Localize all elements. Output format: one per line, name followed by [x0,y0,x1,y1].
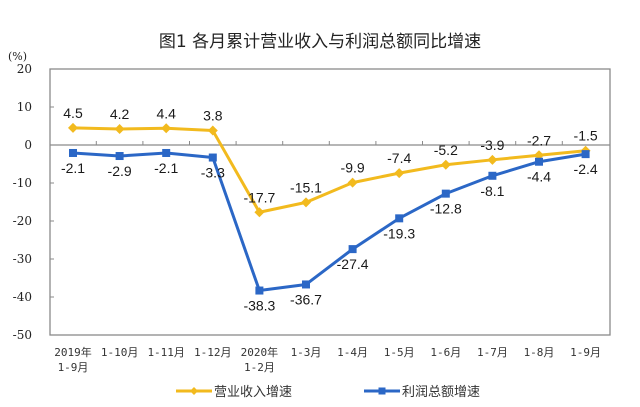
legend-square-icon [378,387,386,395]
data-label: 4.4 [156,105,176,121]
x-tick-label: 1-6月 [430,346,461,359]
y-tick-label: -10 [13,176,32,190]
data-label: -3.3 [201,165,225,181]
diamond-marker [161,123,172,134]
x-tick-label: 1-10月 [101,346,139,359]
data-label: -9.9 [341,160,365,176]
diamond-marker [207,125,218,136]
x-tick-label: 1-8月 [524,346,555,359]
x-axis: 2019年 1-9月 1-10月 1-11月 1-12月 2020年 1-2月 1-3月 1-4… [50,141,610,374]
square-marker [535,157,543,166]
square-marker [302,280,310,289]
chart-title: 图1 各月累计营业收入与利润总额同比增速 [159,32,481,52]
x-tick-label: 1-3月 [291,346,322,359]
diamond-marker [114,124,125,135]
square-marker [395,214,404,223]
data-label: 4.5 [63,105,83,121]
square-marker [162,148,171,157]
data-label: -8.1 [480,183,504,199]
data-label: -1.5 [574,128,598,144]
x-tick-label: 1-12月 [194,346,232,359]
data-label: 3.8 [203,108,223,124]
data-label: -7.4 [387,150,411,166]
data-label: -2.9 [108,163,132,179]
legend-label: 利润总额增速 [402,385,480,400]
square-marker [441,189,450,198]
legend-label: 营业收入增速 [214,385,292,400]
data-label: -38.3 [243,298,275,314]
plot-frame [49,68,611,336]
square-marker [581,150,590,159]
x-tick-label: 1-5月 [384,346,415,359]
diamond-marker [254,207,265,218]
x-tick-label: 1-9月 [58,361,89,374]
y-tick-label: -20 [13,214,32,228]
diamond-marker [440,159,451,170]
data-label: -17.7 [243,189,275,205]
data-label: -5.2 [434,142,458,158]
data-label: 4.2 [110,106,130,122]
data-label: -4.4 [527,169,551,185]
data-label: -27.4 [337,256,369,272]
square-marker [255,286,264,295]
y-tick-label: 20 [17,62,32,76]
data-label: -2.4 [574,161,598,177]
x-tick-label: 2020年 [241,345,279,359]
y-axis-unit: (%) [8,50,27,63]
square-marker [348,245,357,254]
data-label: -2.1 [61,160,85,176]
data-labels: 4.5 4.2 4.4 3.8 -17.7 -15.1 -9.9 -7.4 -5.2 -3.9 -2… [61,105,598,314]
x-tick-label: 1-4月 [337,346,368,359]
legend-item-profit: 利润总额增速 [364,385,480,400]
data-label: -2.7 [527,132,551,148]
diamond-marker [301,197,311,208]
profit-growth-series [69,148,590,295]
y-tick-label: 0 [24,138,32,152]
y-tick-label: -30 [13,252,32,266]
square-marker [115,152,124,161]
legend-diamond-icon [190,387,198,395]
x-tick-label: 1-11月 [147,346,185,359]
x-tick-label: 2019年 [54,345,92,359]
square-marker [69,148,77,157]
plot-border [49,68,611,336]
data-label: -19.3 [383,225,415,241]
y-axis: 20 10 0 -10 -20 -30 -40 -50 [13,62,54,342]
series-layer [68,122,591,295]
data-label: -15.1 [290,179,322,195]
data-label: -12.8 [430,201,462,217]
square-marker [488,171,497,180]
diamond-marker [394,168,405,179]
x-tick-label: 1-2月 [244,361,275,374]
diamond-marker [68,122,78,133]
x-tick-label: 1-9月 [570,346,601,359]
x-tick-label: 1-7月 [477,346,508,359]
y-tick-label: 10 [17,100,32,114]
data-label: -2.1 [154,160,178,176]
y-tick-label: -40 [13,290,32,304]
diamond-marker [347,177,358,188]
data-label: -36.7 [290,291,322,307]
diamond-marker [487,154,498,165]
square-marker [208,153,217,162]
data-label: -3.9 [480,137,504,153]
legend: 营业收入增速 利润总额增速 [176,385,480,400]
y-tick-label: -50 [13,328,32,342]
legend-item-revenue: 营业收入增速 [176,385,292,400]
